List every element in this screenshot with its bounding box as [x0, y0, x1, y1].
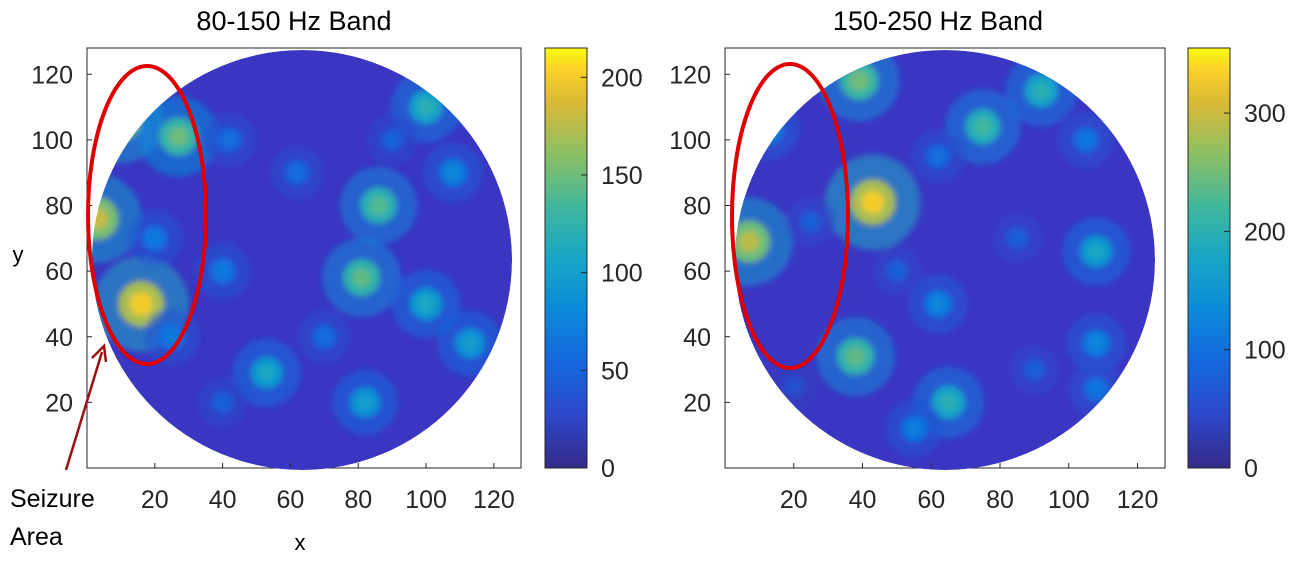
hotspot-core: [1011, 232, 1024, 245]
seizure-area-arrow: [64, 351, 104, 471]
hotspot-core: [369, 196, 388, 215]
panel-2-heatmap: [735, 50, 1155, 470]
x-tick-label: 120: [473, 486, 515, 514]
y-tick-label: 120: [669, 61, 711, 89]
hotspot-core: [352, 268, 372, 288]
y-tick-label: 80: [45, 193, 73, 221]
hotspot-core: [168, 126, 189, 147]
colorbar-tick-label: 50: [601, 357, 629, 385]
hotspot-core: [446, 165, 461, 180]
panel-1-hotspots: [92, 55, 512, 435]
hotspot-core: [462, 335, 478, 352]
hotspot-core: [216, 396, 229, 409]
colorbar-tick-label: 200: [1244, 218, 1286, 246]
colorbar-tick-label: 0: [601, 455, 615, 483]
x-tick-label: 40: [849, 486, 877, 514]
hotspot-core: [417, 98, 435, 116]
hotspot-core: [1088, 243, 1105, 260]
hotspot-core: [973, 117, 992, 136]
x-tick-label: 80: [986, 486, 1014, 514]
hotspot-core: [849, 71, 869, 91]
y-tick-label: 100: [669, 127, 711, 155]
y-tick-label: 100: [31, 127, 73, 155]
colorbar-tick-label: 300: [1244, 100, 1286, 128]
x-tick-label: 80: [344, 486, 372, 514]
hotspot-core: [931, 296, 946, 311]
panel-1-title: 80-150 Hz Band: [196, 6, 391, 36]
x-tick-label: 100: [1048, 486, 1090, 514]
colorbar-tick-label: 0: [1244, 455, 1258, 483]
hotspot-core: [846, 346, 866, 366]
hotspot-core: [92, 207, 108, 230]
hotspot-core: [1089, 382, 1103, 396]
y-tick-label: 40: [45, 324, 73, 352]
seizure-area-arrowhead: [91, 343, 108, 363]
panel-2-hotspots: [735, 50, 1131, 458]
hotspot-core: [258, 364, 275, 382]
x-tick-label: 60: [277, 486, 305, 514]
y-tick-label: 80: [683, 193, 711, 221]
x-tick-label: 40: [209, 486, 237, 514]
y-tick-label: 60: [45, 258, 73, 286]
panel-1-colorbar: [544, 47, 588, 469]
panel-1-colorbar-ticks: 0 50 100 150 200: [581, 64, 643, 483]
hotspot-core: [939, 393, 958, 411]
seizure-area-label-line1: Seizure: [10, 485, 95, 513]
hotspot-core: [317, 330, 331, 344]
colorbar-tick-label: 200: [601, 64, 643, 92]
x-tick-label: 60: [917, 486, 945, 514]
hotspot-core: [890, 265, 903, 278]
x-tick-label: 100: [405, 486, 447, 514]
x-tick-label: 120: [1117, 486, 1159, 514]
colorbar-tick-label: 100: [1244, 337, 1286, 365]
panel-1-ticks: 20 40 60 80 100 120 20 40 60 80 100 120: [31, 61, 514, 514]
x-tick-label: 20: [780, 486, 808, 514]
hotspot-core: [907, 421, 921, 436]
colorbar-tick-label: 150: [601, 162, 643, 190]
hotspot-core: [861, 190, 885, 214]
hotspot-core: [129, 292, 153, 316]
hotspot-core: [1089, 336, 1104, 351]
hotspot-core: [931, 149, 945, 163]
x-tick-label: 20: [141, 486, 169, 514]
panel-1: 80-150 Hz Band 20 40 60 80 100 120 20 40 60 80 100…: [13, 6, 643, 555]
panel-1-heatmap: [92, 50, 512, 470]
panel-2-title: 150-250 Hz Band: [833, 6, 1043, 36]
hotspot-core: [223, 133, 236, 147]
hotspot-core: [738, 231, 760, 253]
seizure-area-ellipse: [86, 64, 208, 366]
hotspot-core: [290, 166, 304, 180]
panel-2-colorbar: [1187, 47, 1231, 469]
seizure-area-ellipse-2: [730, 62, 850, 370]
y-tick-label: 20: [683, 389, 711, 417]
hotspot-core: [148, 231, 162, 246]
hotspot-core: [386, 133, 399, 146]
hotspot-core: [1032, 82, 1050, 100]
hotspot-core: [357, 394, 373, 411]
panel-2: 150-250 Hz Band 20 40 60 80 100 120 20 40 60 80 10…: [669, 6, 1285, 514]
hotspot-core: [417, 295, 435, 313]
colorbar-tick-label: 100: [601, 260, 643, 288]
panel-1-ylabel: y: [13, 242, 24, 267]
y-tick-label: 120: [31, 61, 73, 89]
hotspot-core: [215, 264, 230, 278]
hotspot-core: [1028, 363, 1041, 376]
y-tick-label: 20: [45, 389, 73, 417]
hotspot-core: [165, 330, 179, 344]
panel-2-ticks: 20 40 60 80 100 120 20 40 60 80 100 120: [669, 61, 1158, 514]
hotspot-core: [1079, 133, 1093, 147]
hotspot-core: [788, 380, 800, 392]
y-tick-label: 60: [683, 258, 711, 286]
seizure-area-label-line2: Area: [10, 523, 63, 551]
panel-2-colorbar-ticks: 0 100 200 300: [1224, 100, 1286, 483]
y-tick-label: 40: [683, 324, 711, 352]
panel-1-xlabel: x: [295, 530, 306, 555]
hotspot-core: [804, 215, 817, 228]
